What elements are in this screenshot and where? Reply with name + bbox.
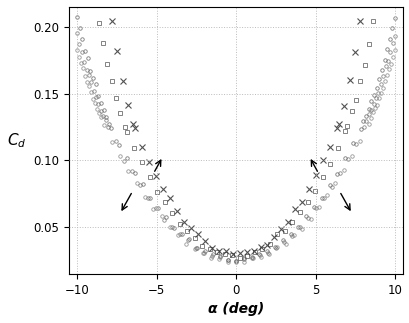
X-axis label: α (deg): α (deg): [207, 302, 263, 316]
Y-axis label: $C_d$: $C_d$: [7, 131, 26, 150]
